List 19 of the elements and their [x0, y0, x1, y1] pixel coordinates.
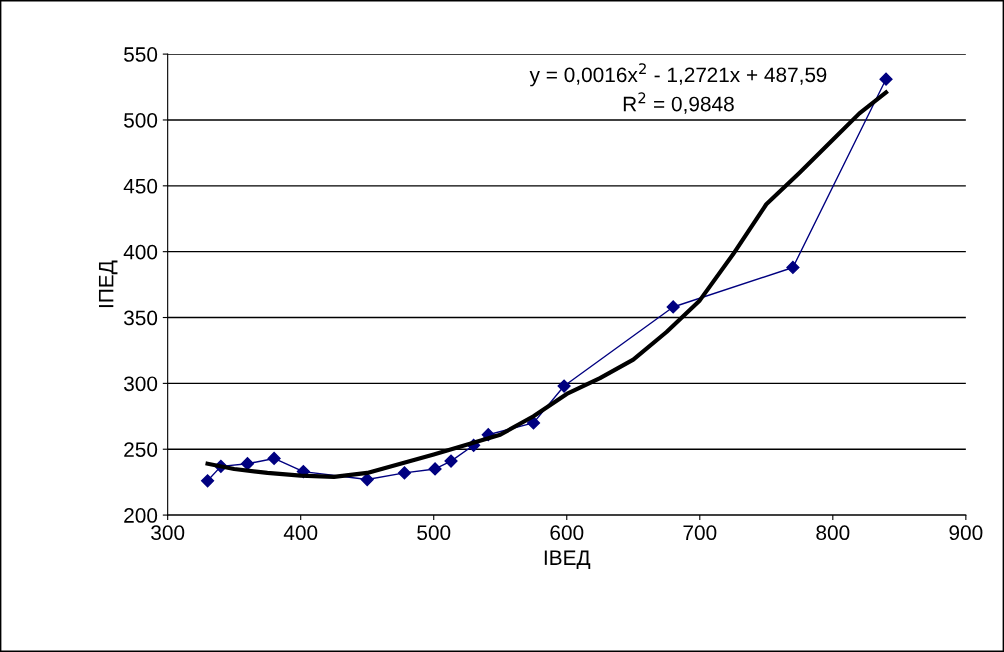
x-tick-label: 700: [683, 525, 717, 541]
y-tick-label: 450: [123, 178, 158, 194]
y-tick-label: 250: [124, 442, 158, 457]
x-tick-label: 500: [417, 525, 451, 541]
y-tick-label: 300: [123, 376, 158, 392]
y-tick-label: 350: [123, 310, 158, 326]
x-tick-label: 400: [283, 525, 318, 541]
x-axis-title: IВЕД: [544, 550, 591, 570]
y-tick-label: 400: [123, 244, 158, 260]
x-tick-label: 900: [949, 525, 983, 541]
y-tick-label: 200: [124, 508, 158, 523]
x-tick-label: 300: [151, 525, 185, 541]
y-axis-title: IПЕД: [98, 260, 118, 308]
y-tick-label: 500: [124, 112, 158, 128]
x-tick-label: 800: [816, 525, 850, 541]
y-tick-label: 550: [124, 47, 158, 62]
annotation: R$^{2}$ = 0,9848: [623, 92, 734, 114]
annotation: y = 0,0016x$^{2}$ - 1,2721x + 487,59: [529, 63, 827, 87]
x-tick-label: 600: [550, 525, 584, 541]
